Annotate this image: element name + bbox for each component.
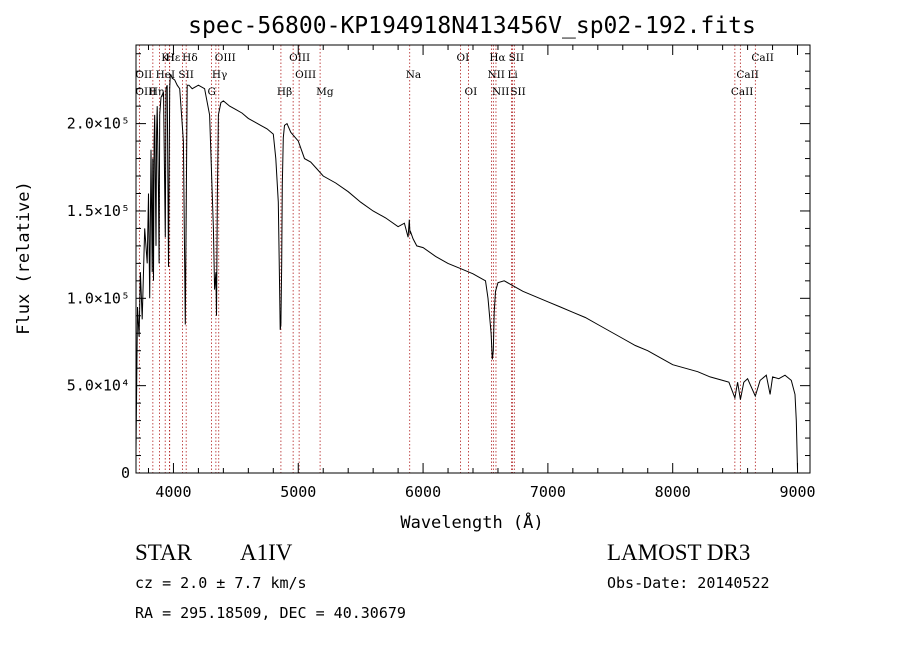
line-label: Hγ [212, 69, 227, 81]
coordinates: RA = 295.18509, DEC = 40.30679 [135, 604, 406, 622]
line-label: Na [406, 69, 421, 81]
line-label: Hδ [182, 52, 197, 64]
line-label: HeI [156, 69, 176, 81]
spectral-line-markers [138, 45, 756, 473]
observation-date: Obs-Date: 20140522 [607, 574, 770, 592]
x-tick-label: 5000 [280, 483, 316, 501]
line-label: OI [457, 52, 470, 64]
x-tick-label: 6000 [405, 483, 441, 501]
line-label: H [165, 52, 174, 64]
y-tick-label: 5.0×10⁴ [67, 377, 130, 395]
x-axis-label: Wavelength (Å) [400, 511, 543, 533]
x-tick-label: 8000 [655, 483, 691, 501]
plot-frame [135, 44, 811, 474]
line-label: SII [509, 52, 525, 64]
chart-title: spec-56800-KP194918N413456V_sp02-192.fit… [188, 13, 756, 39]
line-label: Hα [489, 52, 505, 64]
object-class: STAR [135, 540, 192, 565]
line-label: NII [487, 69, 504, 81]
line-label: Mg [316, 86, 334, 98]
redshift-velocity: cz = 2.0 ± 7.7 km/s [135, 574, 307, 592]
line-label: Li [507, 69, 518, 81]
y-tick-label: 1.5×10⁵ [67, 202, 130, 220]
line-label: SII [178, 69, 194, 81]
line-label: Hε [166, 52, 181, 64]
line-label: Hβ [277, 86, 292, 98]
x-tick-label: 9000 [779, 483, 815, 501]
line-label: SII [510, 86, 526, 98]
line-label: CaII [751, 52, 774, 64]
survey-name: LAMOST DR3 [607, 540, 751, 565]
line-label: OIII [215, 52, 236, 64]
line-label: G [208, 86, 216, 98]
y-axis-label: Flux (relative) [14, 181, 34, 335]
object-subclass: A1IV [240, 540, 293, 565]
line-label: K [161, 52, 169, 64]
y-axis-ticks: 0 5.0×10⁴ 1.0×10⁵ 1.5×10⁵ 2.0×10⁵ [67, 53, 810, 482]
line-label: CaII [736, 69, 759, 81]
line-label: OIII [295, 69, 316, 81]
line-label: OII [135, 69, 152, 81]
y-tick-label: 1.0×10⁵ [67, 289, 130, 307]
y-tick-label: 2.0×10⁵ [67, 115, 130, 133]
spectrum-series [135, 74, 798, 470]
x-axis-ticks: 4000 5000 6000 7000 8000 9000 [147, 45, 816, 501]
line-label: CaII [731, 86, 754, 98]
x-tick-label: 7000 [530, 483, 566, 501]
line-label: OI [465, 86, 478, 98]
x-tick-label: 4000 [155, 483, 191, 501]
line-label: NII [492, 86, 509, 98]
line-label: Hη [149, 86, 164, 98]
line-label: OIII [289, 52, 310, 64]
y-tick-label: 0 [121, 464, 130, 482]
spectrum-chart: spec-56800-KP194918N413456V_sp02-192.fit… [14, 13, 816, 533]
